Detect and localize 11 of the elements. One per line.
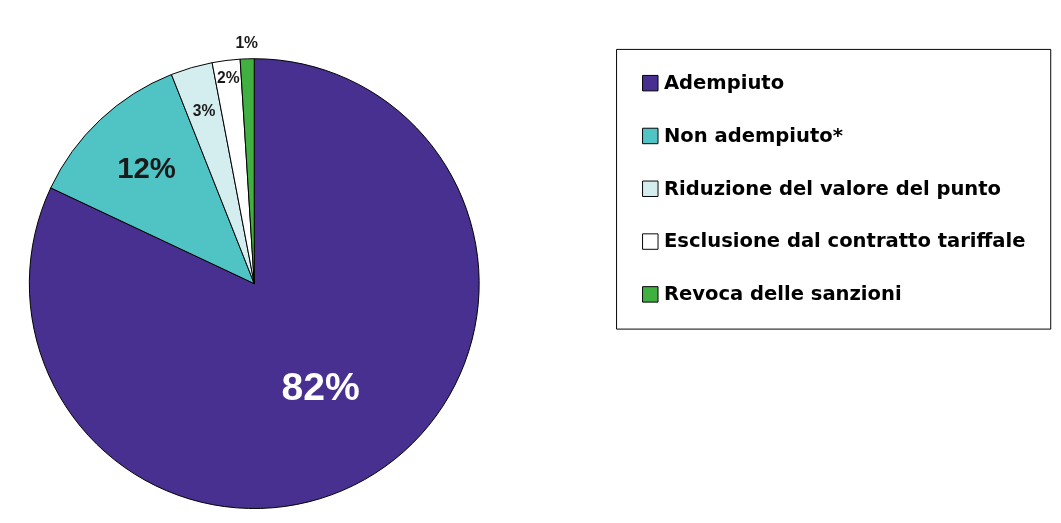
data-label: 3% — [192, 101, 216, 119]
data-label: 82% — [281, 364, 360, 408]
legend-label: Revoca delle sanzioni — [663, 282, 902, 306]
legend-label: Riduzione del valore del punto — [663, 176, 1001, 200]
legend-label: Esclusione dal contratto tariffale — [663, 229, 1026, 253]
data-label: 1% — [235, 33, 259, 51]
legend-label: Non adempiuto* — [663, 123, 843, 147]
data-label: 12% — [117, 150, 176, 184]
legend-label: Adempiuto — [663, 71, 785, 95]
pie-slice — [29, 58, 480, 509]
data-label: 2% — [217, 69, 240, 87]
